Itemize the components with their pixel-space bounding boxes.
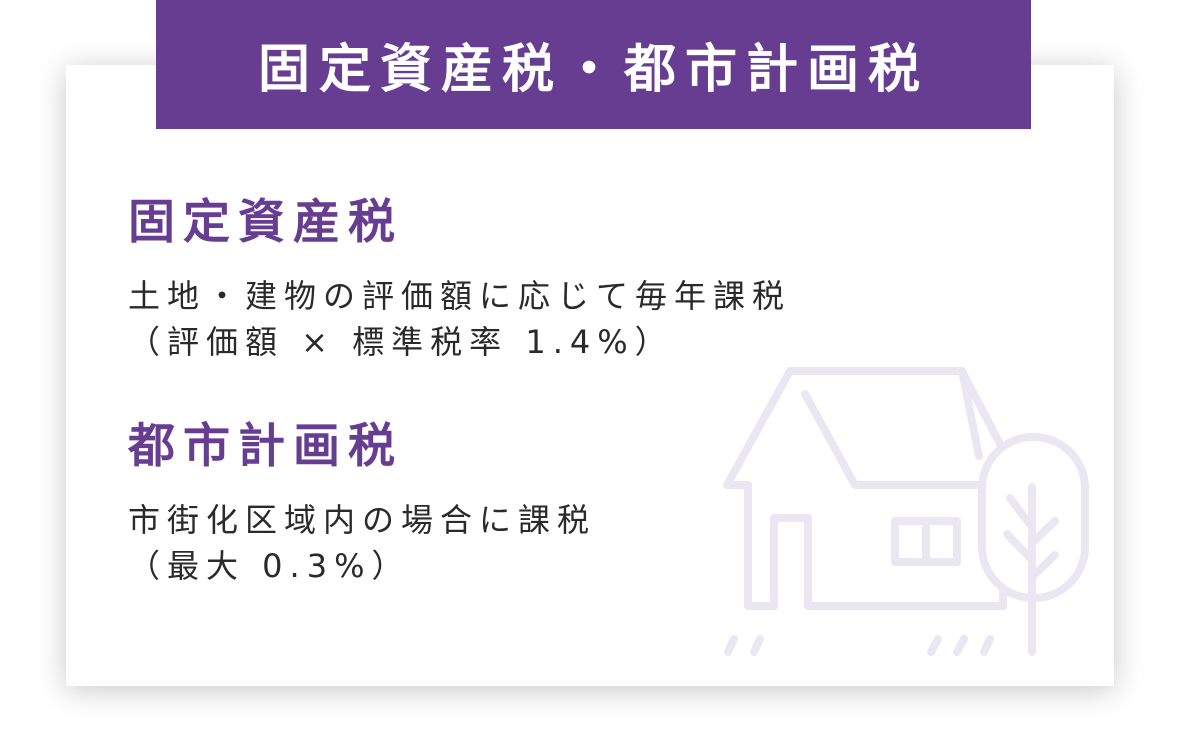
header-banner: 固定資産税・都市計画税 <box>156 0 1031 129</box>
grass-marks <box>724 635 994 656</box>
tree-trunk <box>1003 483 1059 656</box>
house-outline <box>723 367 1007 610</box>
section-title-city-planning-tax: 都市計画税 <box>128 419 403 474</box>
section-body-city-planning-tax: 市街化区域内の場合に課税 （最大 0.3%） <box>128 497 596 589</box>
header-title: 固定資産税・都市計画税 <box>257 40 929 100</box>
house-inner-roof <box>801 390 983 489</box>
body-line: （最大 0.3%） <box>128 547 411 585</box>
section-body-property-tax: 土地・建物の評価額に応じて毎年課税 （評価額 × 標準税率 1.4%） <box>128 273 791 365</box>
body-line: 土地・建物の評価額に応じて毎年課税 <box>128 277 792 315</box>
body-line: 市街化区域内の場合に課税 <box>128 501 597 539</box>
info-card <box>66 65 1114 686</box>
section-title-property-tax: 固定資産税 <box>128 195 403 250</box>
body-line: （評価額 × 標準税率 1.4%） <box>128 323 674 361</box>
